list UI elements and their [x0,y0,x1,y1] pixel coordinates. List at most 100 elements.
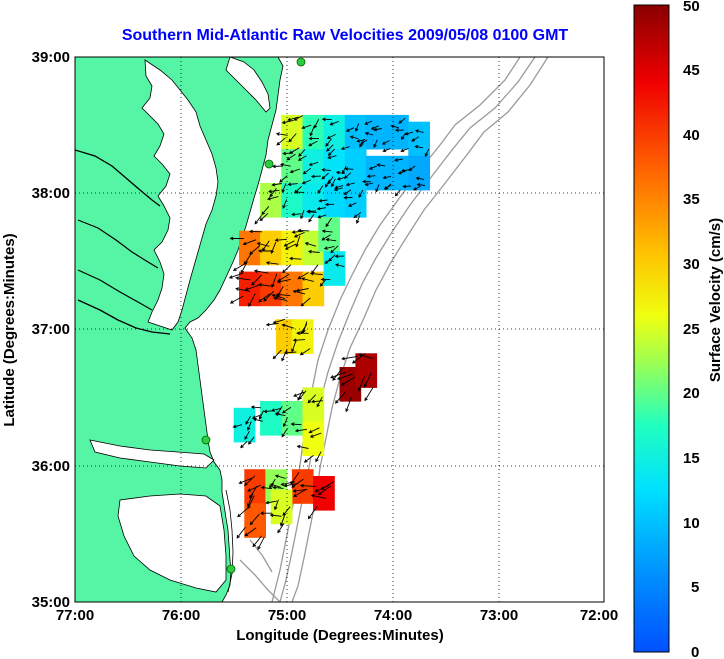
velocity-vector [286,153,296,161]
velocity-vector [279,515,286,527]
velocity-vector [277,523,285,534]
velocity-cell [408,155,430,191]
velocity-cell [366,155,388,191]
colorbar-tick-label: 35 [683,191,700,208]
velocity-vector [244,527,257,537]
velocity-vector [288,133,297,143]
velocity-vector [259,212,269,222]
velocity-cell [387,114,409,150]
velocity-cell [260,271,282,307]
velocity-vector [394,128,404,132]
velocity-cell [244,503,266,538]
velocity-vector [317,214,327,219]
velocity-vector [245,415,251,425]
velocity-cells [233,114,430,538]
velocity-cell [239,230,261,266]
radar-station-marker [226,564,236,574]
velocity-cell [270,489,293,525]
velocity-vector [297,228,310,233]
velocity-vector [279,162,291,167]
chesapeake-bay [141,59,219,331]
velocity-vector [308,136,320,141]
velocity-vector [351,353,366,364]
velocity-vector [309,271,323,276]
velocity-vector [317,485,332,496]
velocity-vector [292,338,306,342]
velocity-vector [274,499,279,511]
velocity-vector [309,126,315,137]
velocity-vector [281,349,288,362]
velocity-vector [272,349,282,360]
velocity-cell [408,121,430,157]
velocity-vector [249,245,261,255]
velocity-vector [325,138,332,147]
velocity-vector [307,394,317,404]
velocity-vector [382,175,392,180]
velocity-vector [283,240,295,247]
velocity-vector [240,440,248,449]
velocity-vector [320,277,331,282]
velocity-vector [381,140,390,145]
velocity-vector [280,481,296,487]
velocity-vector [249,513,260,526]
rappahannock-river [77,219,159,269]
velocity-vector [357,376,365,392]
velocity-vector [315,451,322,463]
velocity-vector [235,276,251,281]
colorbar-tick-label: 30 [683,256,700,273]
radar-stations [201,57,306,574]
velocity-cell [387,155,409,191]
velocity-vector [269,188,277,198]
velocity-vector [383,184,392,190]
velocity-vector [277,273,290,282]
velocity-vector [304,242,317,247]
velocity-vector [263,409,274,414]
velocity-vector [281,119,294,125]
velocity-vector [265,322,279,327]
velocity-vector [321,172,329,180]
velocity-vector [326,133,336,140]
velocity-vector [274,474,286,479]
velocity-vector [282,151,294,156]
velocity-vector [299,483,316,488]
velocity-vector [272,485,284,490]
velocity-vector [300,210,305,220]
velocity-vector [254,215,262,225]
y-tick-label: 39:00 [32,49,70,66]
velocity-vector [281,323,295,329]
velocity-vector [258,283,274,287]
velocity-vector [266,196,279,201]
velocity-vector [232,263,246,271]
velocity-vector [279,175,288,183]
velocity-vector [325,237,337,242]
velocity-vector [260,511,272,515]
velocity-vector [358,189,364,199]
velocity-cell [302,421,325,457]
velocity-vector [321,234,331,241]
radar-station-marker [296,57,306,67]
velocity-vector [293,115,303,121]
y-tick-label: 37:00 [32,321,70,338]
velocity-cell [260,401,282,436]
velocity-vector [336,373,353,381]
velocity-vector [296,331,309,335]
velocity-vector [293,231,305,238]
velocity-vector [424,148,430,158]
velocity-vector [331,178,336,188]
james-river [77,299,171,335]
velocity-vector [345,127,355,132]
velocity-vector [373,139,378,148]
velocity-cell [302,149,325,184]
velocity-vector [301,124,312,130]
velocity-vector [291,212,302,217]
velocity-vector [349,135,359,140]
velocity-vector [324,202,335,207]
radar-station-marker [201,435,211,445]
colorbar-tick-label: 50 [683,0,700,15]
velocity-vector [303,455,314,463]
velocity-cell [302,387,325,422]
velocity-vector [364,131,374,136]
velocity-vector [326,144,334,152]
velocity-vector [306,209,317,214]
velocity-vector [272,318,286,324]
